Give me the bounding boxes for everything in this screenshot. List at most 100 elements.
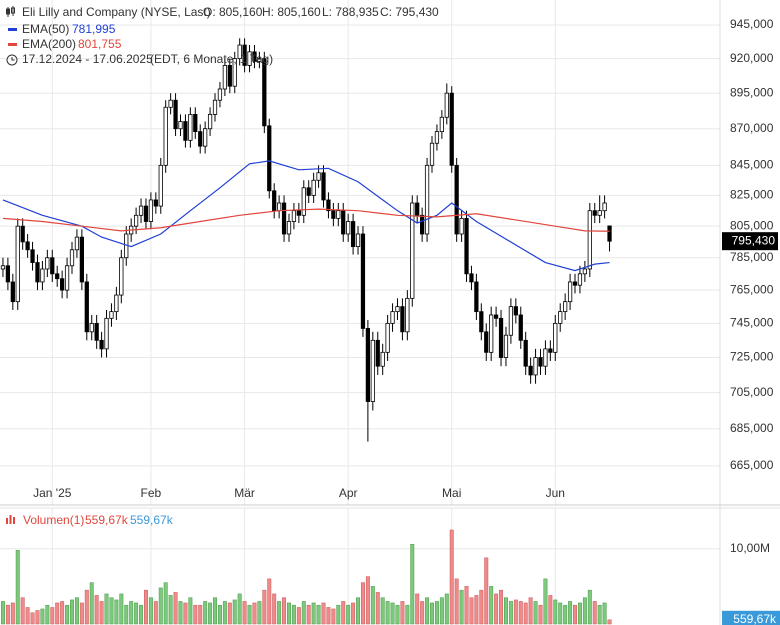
volume-bar (508, 601, 513, 625)
volume-bar (5, 604, 10, 625)
clock-icon (11, 57, 15, 61)
candle-body (301, 187, 306, 216)
volume-bar (70, 599, 74, 625)
volume-bar (277, 601, 282, 625)
volume-bar (405, 604, 410, 625)
volume-bar (573, 604, 577, 625)
date-range: 17.12.2024 - 17.06.2025 (22, 52, 153, 66)
volume-bar (543, 578, 548, 625)
volume-bar (114, 599, 119, 625)
volume-bar (188, 597, 193, 625)
volume-bar (282, 597, 287, 625)
candle-body (183, 121, 188, 141)
candle-body (326, 199, 331, 212)
last-price-box (722, 232, 778, 251)
y-tick-label: 685,000 (730, 421, 774, 435)
volume-bar (459, 589, 464, 625)
marks (0, 38, 612, 625)
volume-bar (568, 601, 573, 625)
volume-bar (50, 607, 55, 625)
candle-body (454, 164, 459, 235)
volume-bar (341, 601, 346, 625)
x-tick-label: Mär (234, 486, 255, 500)
volume-bar (153, 601, 158, 625)
candle-body (306, 187, 311, 196)
candle-body (602, 202, 607, 212)
volume-value: 559,67k (85, 513, 129, 527)
x-tick-label: Apr (339, 486, 358, 500)
candle-body (474, 281, 479, 313)
volume-bar (94, 595, 99, 625)
candle-body (291, 210, 297, 222)
candle-body (375, 339, 380, 367)
volume-bar (326, 607, 331, 625)
candle-body (493, 314, 499, 319)
volume-bar (538, 604, 543, 625)
volume-bar (143, 589, 148, 625)
candle-body (350, 221, 356, 248)
candle-body (321, 172, 326, 201)
candle-body (365, 328, 371, 402)
volume-bar (597, 604, 602, 625)
y-tick-label: 785,000 (730, 250, 774, 264)
candle-body (74, 236, 80, 251)
volume-bar (84, 589, 89, 625)
volume-bar (558, 602, 563, 625)
candle-body (10, 281, 15, 303)
volume-bar (262, 589, 267, 625)
candle-body (99, 339, 104, 350)
volume-bar (25, 607, 30, 625)
volume-bar (360, 582, 365, 625)
volume-bar (252, 602, 257, 625)
volume-bar (0, 601, 5, 625)
volume-bar (168, 595, 173, 625)
y-tick-label: 665,000 (730, 458, 774, 472)
candle-body (198, 131, 203, 147)
volume-bar (60, 601, 65, 625)
volume-bar (232, 599, 237, 625)
candle-body (257, 58, 262, 62)
volume-bar (20, 597, 25, 625)
candle-body (0, 265, 6, 270)
ohlc-label: C: 795,430 (380, 5, 439, 19)
candle-body (227, 65, 232, 87)
volume-bar (99, 601, 104, 625)
y-tick-label: 825,000 (730, 188, 774, 202)
candle-body (311, 179, 316, 196)
last-price-label: 795,430 (732, 233, 776, 247)
candle-body (30, 249, 35, 263)
candle-body (395, 306, 400, 313)
x-tick-label: Jan '25 (33, 486, 72, 500)
volume-bar (272, 593, 277, 625)
volume-legend: Volumen(1) 559,67k 559,67k (6, 513, 174, 527)
volume-bar (79, 602, 84, 625)
volume-bar (528, 597, 533, 625)
candle-body (60, 278, 65, 291)
candle-body (237, 44, 242, 60)
candle-body (498, 317, 504, 358)
volume-bar (336, 604, 341, 625)
candle-body (424, 164, 430, 235)
candle-body (385, 322, 390, 353)
volume-bar (454, 578, 459, 625)
volume-bar (464, 586, 469, 625)
volume-bar (430, 602, 434, 625)
y-tick-label: 895,000 (730, 85, 774, 99)
candle-body (415, 202, 420, 216)
candle-body (212, 99, 218, 115)
volume-bar (178, 601, 183, 625)
candle-body (360, 233, 366, 329)
volume-bar (242, 601, 247, 625)
candle-body (64, 265, 70, 291)
y-tick-label: 870,000 (730, 121, 774, 135)
volume-bar (494, 593, 499, 625)
ohlc-label: H: 805,160 (262, 5, 321, 19)
volume-bar (523, 602, 528, 625)
volume-bar (400, 601, 405, 625)
candle-body (587, 210, 592, 270)
last-volume-label: 559,67k (733, 612, 777, 625)
volume-bar (518, 601, 523, 625)
candle-body (133, 214, 139, 227)
candle-body (203, 128, 208, 147)
